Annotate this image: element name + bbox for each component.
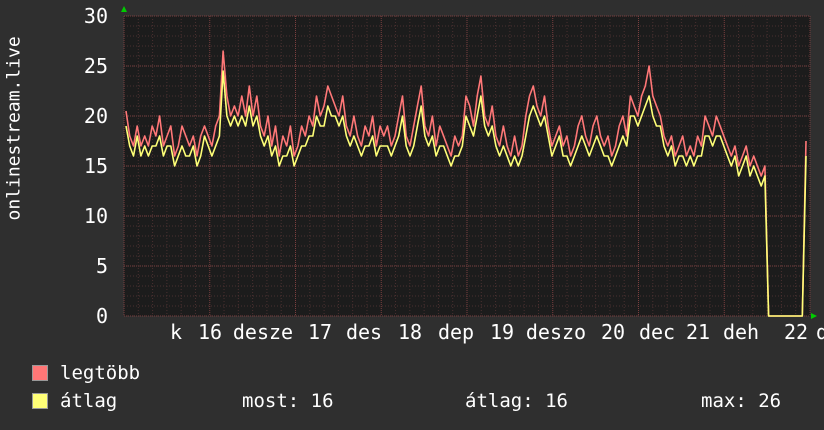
- y-tick-label: 25: [84, 54, 108, 78]
- y-tick-label: 5: [96, 254, 108, 278]
- x-tick-labels: k 16 desze 17 des 18 dep 19 deszo 20 dec 21 deh 22 d: [170, 320, 824, 344]
- stat-most: most: 16: [242, 390, 334, 412]
- y-tick-label: 10: [84, 204, 108, 228]
- series-line-atlag: [125, 70, 807, 317]
- stat-max: max: 26: [701, 390, 782, 412]
- y-tick-label: 0: [96, 304, 108, 328]
- x-tick-label: desze: [233, 320, 293, 344]
- x-tick-label: 20: [601, 320, 625, 344]
- legtobb-swatch: [32, 365, 48, 381]
- x-tick-label: k: [170, 320, 182, 344]
- x-tick-label: deh: [723, 320, 759, 344]
- x-tick-label: deszo: [526, 320, 586, 344]
- x-tick-label: 16: [198, 320, 222, 344]
- y-tick-label: 30: [84, 4, 108, 28]
- series-lines: [125, 50, 807, 317]
- y-tick-label: 20: [84, 104, 108, 128]
- grid-lines: [123, 15, 811, 317]
- y-axis-arrow: [121, 6, 127, 12]
- legend-label-atlag: átlag: [60, 390, 118, 412]
- legend-label-legtobb: legtöbb: [60, 362, 141, 384]
- stat-atlag: átlag: 16: [465, 390, 568, 412]
- x-tick-label: 22: [784, 320, 808, 344]
- x-axis-arrow: [811, 313, 817, 319]
- x-tick-label: 21: [686, 320, 710, 344]
- x-tick-label: dec: [639, 320, 675, 344]
- series-line-legtobb: [125, 50, 807, 317]
- x-tick-label: 19: [490, 320, 514, 344]
- x-tick-label: d: [816, 320, 824, 344]
- x-tick-label: 17: [308, 320, 332, 344]
- legend-item-legtobb: legtöbb: [32, 362, 140, 384]
- y-tick-labels: 0 5 10 15 20 25 30: [84, 4, 108, 328]
- x-tick-label: 18: [398, 320, 422, 344]
- x-tick-label: dep: [438, 320, 474, 344]
- atlag-swatch: [32, 393, 48, 409]
- x-tick-label: des: [346, 320, 382, 344]
- y-tick-label: 15: [84, 154, 108, 178]
- legend-item-atlag: átlag: [32, 390, 117, 412]
- y-axis-label: onlinestream.live: [3, 36, 25, 221]
